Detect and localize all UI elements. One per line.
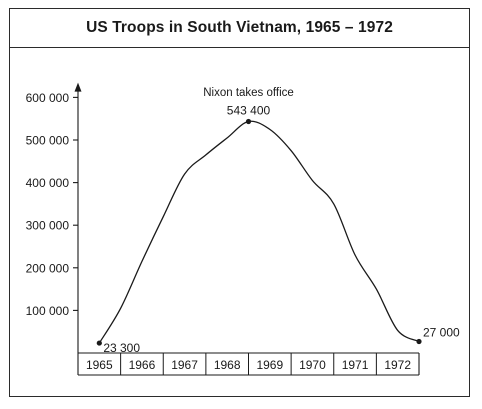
troops-line <box>98 120 420 344</box>
title-bar: US Troops in South Vietnam, 1965 – 1972 <box>10 9 469 48</box>
y-tick-label: 200 000 <box>26 261 70 275</box>
y-tick-label: 100 000 <box>26 304 70 318</box>
y-tick-label: 600 000 <box>26 91 70 105</box>
y-axis-arrow <box>74 82 82 92</box>
y-tick-label: 400 000 <box>26 176 70 190</box>
data-label: 27 000 <box>423 325 460 339</box>
data-point <box>245 118 252 125</box>
annotation-label: Nixon takes office <box>203 87 294 99</box>
x-tick-label: 1965 <box>86 358 113 372</box>
x-tick-label: 1969 <box>256 358 283 372</box>
chart-frame: US Troops in South Vietnam, 1965 – 1972 <box>9 8 470 397</box>
y-tick-label: 300 000 <box>26 219 70 233</box>
x-tick-label: 1970 <box>299 358 326 372</box>
x-tick-label: 1967 <box>171 358 198 372</box>
data-point <box>416 338 422 345</box>
chart-title: US Troops in South Vietnam, 1965 – 1972 <box>86 19 393 36</box>
x-tick-label: 1966 <box>129 358 156 372</box>
data-label: 23 300 <box>103 341 140 355</box>
data-label: 543 400 <box>227 104 271 118</box>
x-tick-label: 1968 <box>214 358 241 372</box>
data-point <box>96 340 102 346</box>
x-tick-label: 1972 <box>384 358 411 372</box>
y-tick-label: 500 000 <box>26 134 70 148</box>
x-tick-label: 1971 <box>342 358 369 372</box>
